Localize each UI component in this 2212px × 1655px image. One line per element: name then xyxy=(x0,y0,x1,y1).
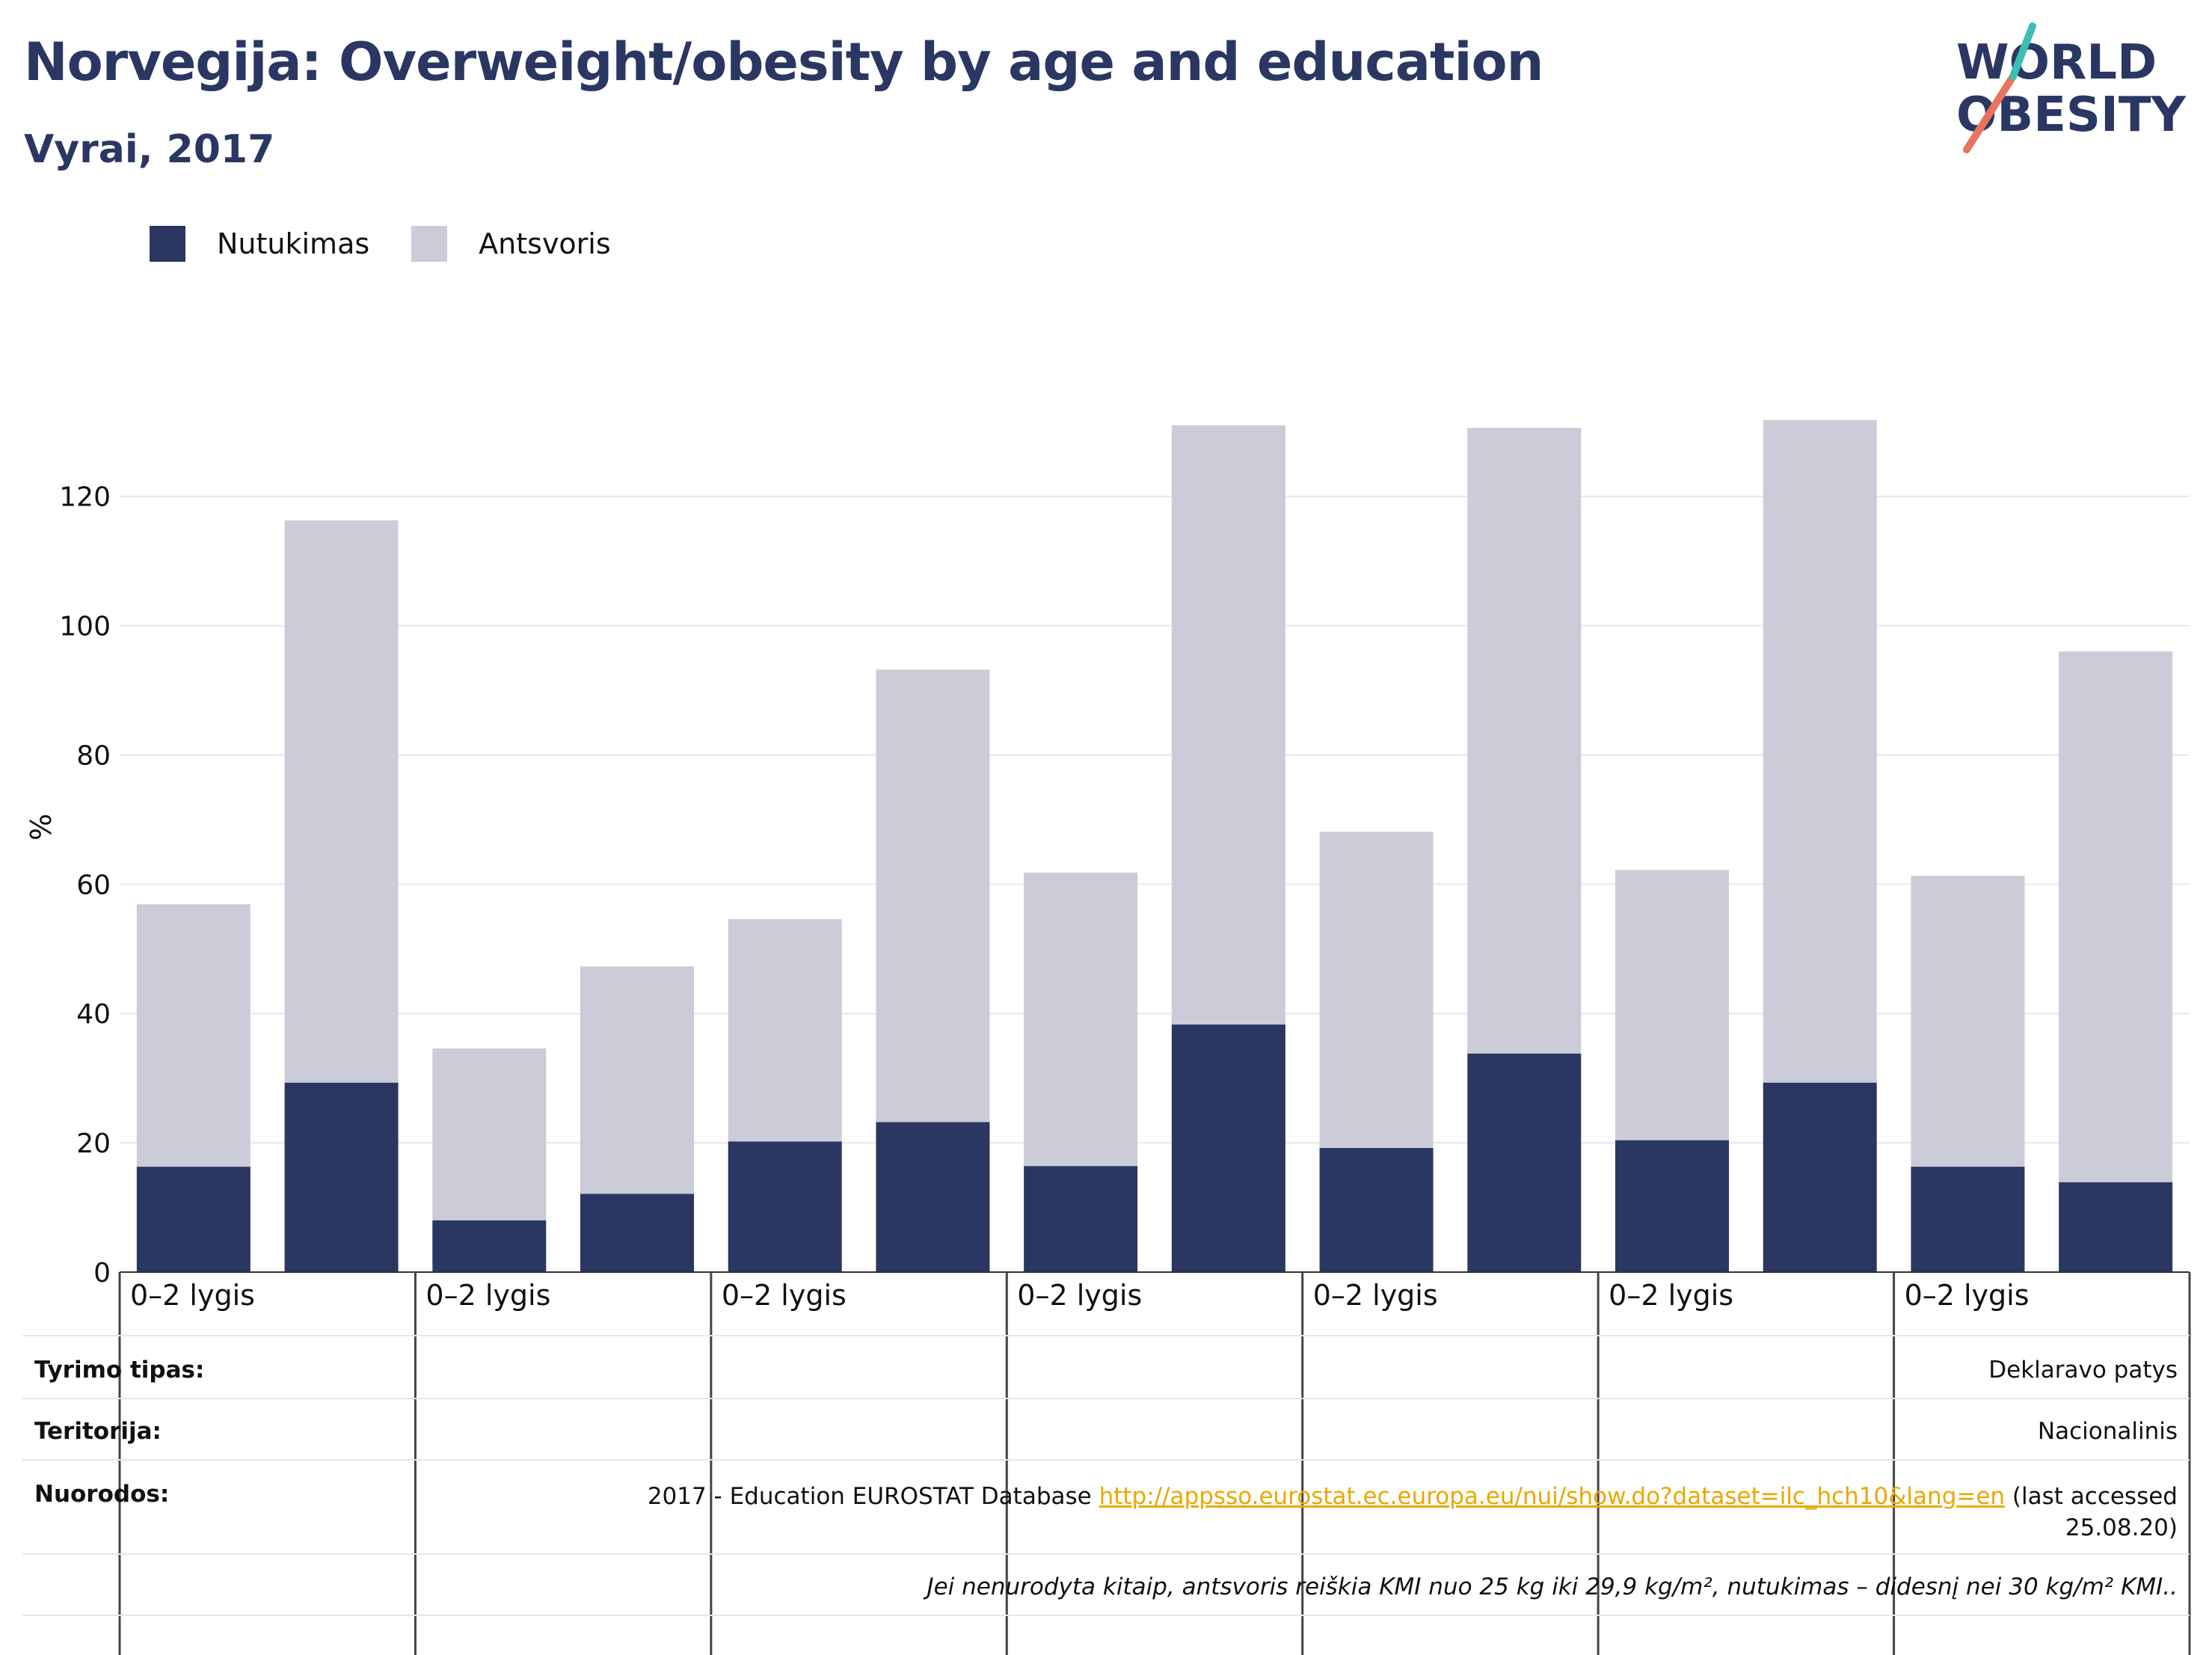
territory-value: Nacionalinis xyxy=(2037,1418,2178,1445)
x-group-label: 0–2 lygis xyxy=(130,1279,255,1312)
bar-overweight[interactable] xyxy=(1615,870,1729,1140)
bar-overweight[interactable] xyxy=(876,669,990,1123)
territory-label: Teritorija: xyxy=(34,1418,162,1445)
x-group-label: 0–2 lygis xyxy=(1017,1279,1142,1312)
bar-obesity[interactable] xyxy=(580,1194,694,1272)
definition-note: Jei nenurodyta kitaip, antsvoris reiškia… xyxy=(927,1573,2178,1600)
survey-type-value: Deklaravo patys xyxy=(1988,1357,2178,1384)
bar-obesity[interactable] xyxy=(1615,1140,1729,1272)
bar-obesity[interactable] xyxy=(136,1167,251,1272)
y-axis-label: % xyxy=(25,814,58,841)
legend-swatch-obesity xyxy=(150,226,185,262)
x-group-label: 0–2 lygis xyxy=(722,1279,847,1312)
bar-overweight[interactable] xyxy=(284,520,399,1083)
bar-obesity[interactable] xyxy=(1171,1024,1285,1272)
bar-overweight[interactable] xyxy=(1467,428,1582,1054)
legend-item-overweight[interactable]: Antsvoris xyxy=(411,226,611,262)
bar-overweight[interactable] xyxy=(136,904,251,1167)
legend-label-overweight: Antsvoris xyxy=(479,227,611,260)
y-tick-label: 100 xyxy=(59,612,111,642)
chart-legend: Nutukimas Antsvoris xyxy=(150,221,653,266)
bar-obesity[interactable] xyxy=(1467,1053,1582,1272)
references-link[interactable]: http://appsso.eurostat.ec.europa.eu/nui/… xyxy=(1099,1483,2006,1510)
bar-overweight[interactable] xyxy=(2059,651,2173,1182)
chart-title: Norvegija: Overweight/obesity by age and… xyxy=(24,31,1543,93)
y-tick-label: 80 xyxy=(76,740,111,771)
bar-overweight[interactable] xyxy=(1911,876,2025,1167)
bar-obesity[interactable] xyxy=(728,1141,842,1272)
y-tick-label: 120 xyxy=(59,482,111,513)
bar-obesity[interactable] xyxy=(1024,1166,1138,1272)
y-tick-label: 0 xyxy=(93,1258,111,1289)
bar-obesity[interactable] xyxy=(1911,1167,2025,1272)
world-obesity-logo: WORLD OBESITY xyxy=(1956,22,2186,153)
logo-text-obesity: OBESITY xyxy=(1956,87,2186,143)
x-group-label: 0–2 lygis xyxy=(425,1279,550,1312)
logo-slash-coral xyxy=(1963,73,2017,153)
logo-slash-teal xyxy=(2009,22,2036,80)
bar-obesity[interactable] xyxy=(2059,1182,2173,1272)
bar-overweight[interactable] xyxy=(1763,420,1877,1083)
references-date: 25.08.20) xyxy=(2065,1514,2178,1541)
bar-overweight[interactable] xyxy=(432,1048,547,1220)
references-value: 2017 - Education EUROSTAT Database http:… xyxy=(648,1481,2178,1544)
bar-overweight[interactable] xyxy=(728,919,842,1142)
references-suffix: (last accessed xyxy=(2005,1483,2178,1510)
references-prefix: 2017 - Education EUROSTAT Database xyxy=(647,1483,1099,1510)
legend-label-obesity: Nutukimas xyxy=(217,227,370,260)
bar-overweight[interactable] xyxy=(1024,872,1138,1167)
x-group-label: 0–2 lygis xyxy=(1313,1279,1438,1312)
bar-obesity[interactable] xyxy=(1319,1148,1434,1272)
legend-swatch-overweight xyxy=(411,226,448,262)
bar-obesity[interactable] xyxy=(432,1220,547,1272)
y-tick-label: 60 xyxy=(76,870,111,900)
bar-overweight[interactable] xyxy=(1171,425,1285,1025)
bar-obesity[interactable] xyxy=(876,1122,990,1272)
survey-type-label: Tyrimo tipas: xyxy=(34,1357,205,1384)
x-group-label: 0–2 lygis xyxy=(1905,1279,2030,1312)
x-group-label: 0–2 lygis xyxy=(1609,1279,1733,1312)
y-tick-label: 20 xyxy=(76,1129,111,1159)
y-tick-label: 40 xyxy=(76,999,111,1030)
bar-overweight[interactable] xyxy=(1319,832,1434,1149)
legend-item-obesity[interactable]: Nutukimas xyxy=(150,226,369,262)
bar-overweight[interactable] xyxy=(580,966,694,1194)
bar-obesity[interactable] xyxy=(284,1082,399,1272)
logo-text-world: WORLD xyxy=(1956,35,2157,90)
chart-subtitle: Vyrai, 2017 xyxy=(24,127,275,172)
references-label: Nuorodos: xyxy=(34,1481,170,1508)
bar-obesity[interactable] xyxy=(1763,1082,1877,1272)
